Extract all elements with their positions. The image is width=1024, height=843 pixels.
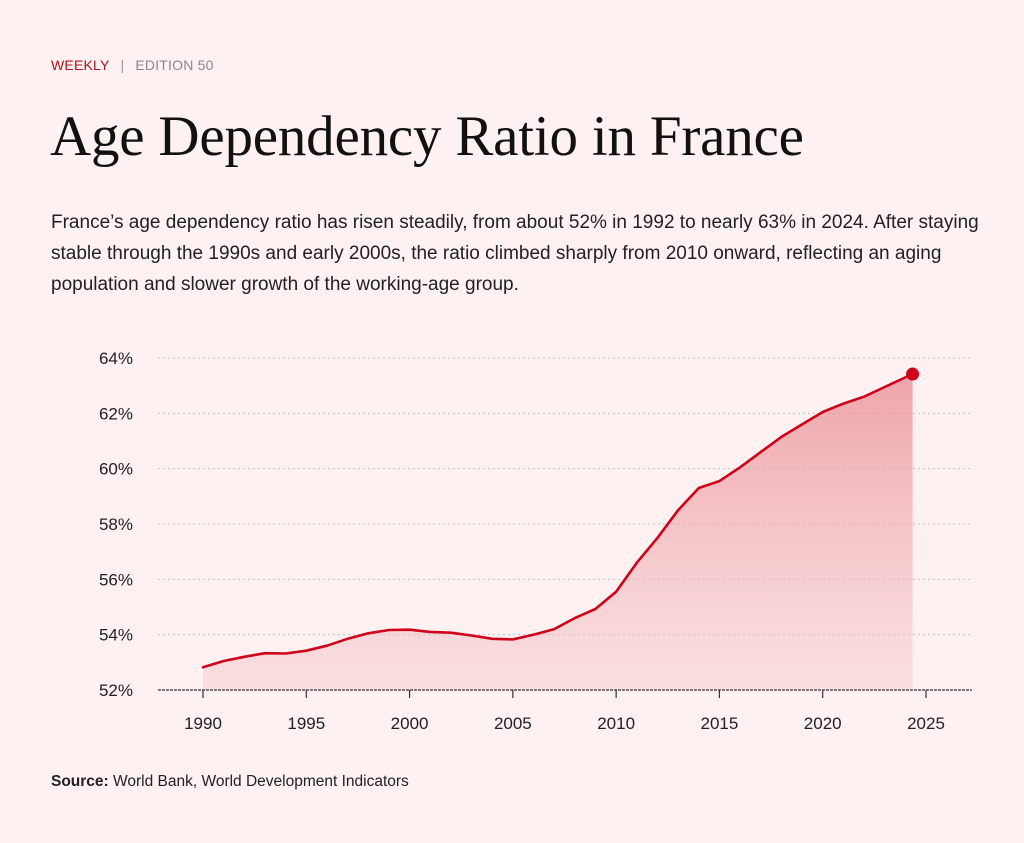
data-point	[759, 450, 763, 454]
data-point	[593, 607, 597, 611]
area-fill-group	[203, 374, 913, 690]
y-tick-label: 64%	[99, 349, 133, 368]
x-tick-label: 2020	[804, 714, 842, 733]
data-point	[366, 631, 370, 635]
data-point	[883, 385, 887, 389]
x-axis	[158, 689, 972, 698]
page-title: Age Dependency Ratio in France	[50, 105, 804, 168]
data-point	[779, 435, 783, 439]
data-point	[490, 637, 494, 641]
data-point	[263, 651, 267, 655]
data-point	[284, 651, 288, 655]
data-point	[738, 465, 742, 469]
data-point	[470, 633, 474, 637]
data-point	[325, 644, 329, 648]
data-point	[697, 486, 701, 490]
data-point	[511, 637, 515, 641]
x-tick-label: 1995	[287, 714, 325, 733]
source-label: Source:	[51, 773, 109, 790]
y-axis-labels: 52% 54% 56% 58% 60% 62% 64%	[99, 349, 133, 700]
data-point	[800, 422, 804, 426]
data-point	[573, 616, 577, 620]
kicker-separator: |	[120, 57, 125, 73]
y-tick-label: 56%	[99, 570, 133, 589]
x-tick-label: 2000	[391, 714, 429, 733]
y-tick-label: 52%	[99, 681, 133, 700]
data-point	[346, 637, 350, 641]
y-tick-label: 60%	[99, 460, 133, 479]
y-tick-label: 54%	[99, 626, 133, 645]
x-tick-label: 2025	[907, 714, 945, 733]
chart-description: France’s age dependency ratio has risen …	[51, 212, 979, 295]
data-point	[841, 402, 845, 406]
y-tick-label: 62%	[99, 404, 133, 423]
data-point	[532, 633, 536, 637]
x-axis-labels: 1990 1995 2000 2005 2010 2015 2020 2025	[184, 714, 945, 733]
area-fill	[203, 374, 913, 690]
data-point	[304, 649, 308, 653]
data-point	[408, 628, 412, 632]
last-point-marker	[906, 367, 920, 381]
data-point	[862, 395, 866, 399]
data-point	[614, 590, 618, 594]
data-point	[552, 627, 556, 631]
x-tick-label: 2010	[597, 714, 635, 733]
source-note: Source: World Bank, World Development In…	[51, 773, 409, 791]
data-point	[635, 561, 639, 565]
y-tick-label: 58%	[99, 515, 133, 534]
kicker-edition: EDITION 50	[135, 57, 214, 73]
data-point	[242, 655, 246, 659]
x-tick-label: 1990	[184, 714, 222, 733]
data-point	[655, 536, 659, 540]
data-point	[449, 631, 453, 635]
data-point	[821, 410, 825, 414]
data-point	[717, 479, 721, 483]
series-line	[201, 372, 914, 669]
x-tick-label: 2015	[701, 714, 739, 733]
x-tick-label: 2005	[494, 714, 532, 733]
data-point	[201, 665, 205, 669]
source-text: World Bank, World Development Indicators	[113, 773, 409, 790]
data-point	[676, 508, 680, 512]
data-point	[428, 630, 432, 634]
kicker-tag: WEEKLY	[51, 57, 110, 73]
data-point	[387, 628, 391, 632]
series-line-group	[201, 367, 920, 669]
kicker: WEEKLY | EDITION 50	[51, 57, 214, 73]
data-point	[222, 659, 226, 663]
